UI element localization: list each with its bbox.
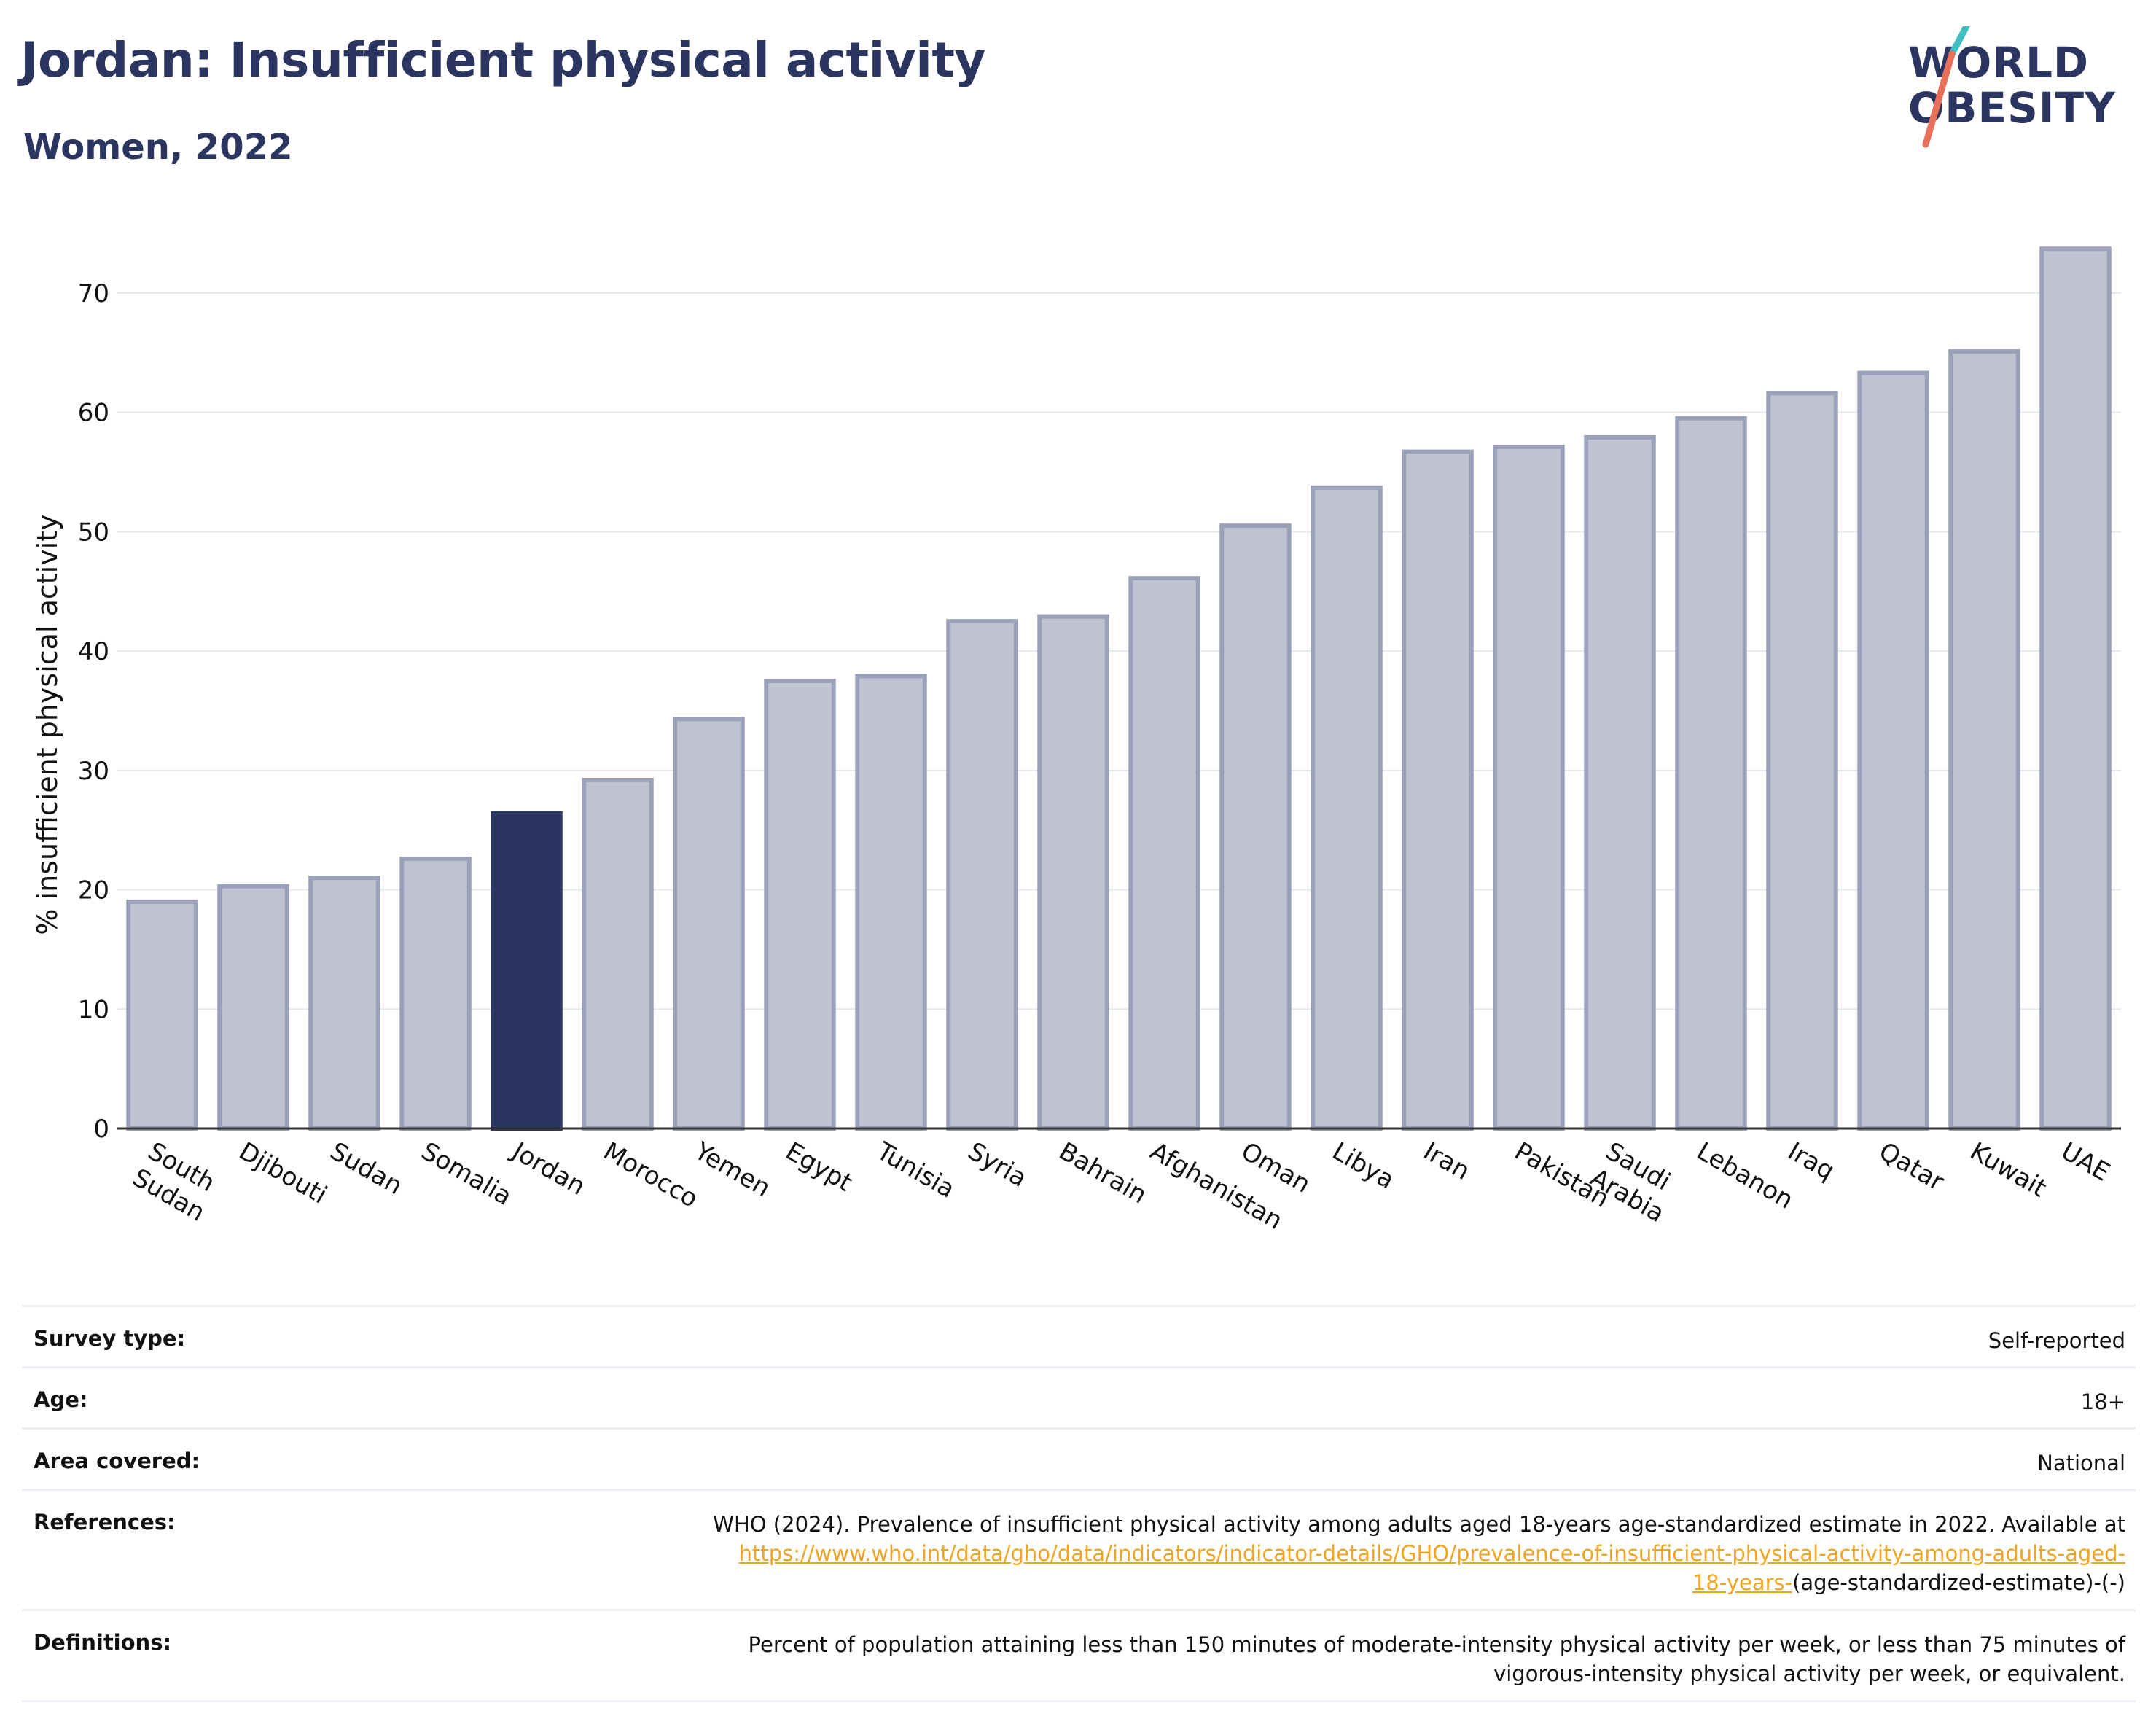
x-tick-label: Somalia	[416, 1136, 517, 1212]
bar-south-sudan	[126, 899, 198, 1131]
bar-sudan	[308, 876, 380, 1131]
bar-libya	[1311, 485, 1383, 1131]
bar-qatar	[1857, 370, 1929, 1131]
bar-uae	[2039, 246, 2112, 1131]
y-tick-label: 30	[78, 757, 109, 786]
x-tick-label: Yemen	[689, 1136, 776, 1204]
definitions-value: Percent of population attaining less tha…	[749, 1630, 2125, 1688]
references-row: References: WHO (2024). Prevalence of in…	[22, 1489, 2136, 1609]
x-tick-label: Tunisia	[871, 1136, 959, 1204]
y-axis-ticks: 0 10 20 30 40 50 60 70	[78, 279, 109, 1144]
bar-iran	[1402, 449, 1474, 1131]
references-label: References:	[34, 1510, 176, 1535]
area-covered-value: National	[2037, 1451, 2125, 1475]
references-link[interactable]: https://www.who.int/data/gho/data/indica…	[739, 1541, 2125, 1595]
y-axis-title: % insufficient physical activity	[31, 514, 63, 935]
definitions-row: Definitions: Percent of population attai…	[22, 1609, 2136, 1702]
x-tick-label: Syria	[963, 1136, 1031, 1193]
x-tick-label: Iran	[1418, 1136, 1475, 1186]
references-suffix: (age-standardized-estimate)-(-)	[1792, 1570, 2125, 1595]
chart-subtitle: Women, 2022	[23, 127, 293, 168]
survey-type-value: Self-reported	[1988, 1328, 2125, 1353]
y-tick-label: 40	[78, 637, 109, 666]
bar-somalia	[399, 856, 472, 1131]
bar-yemen	[673, 717, 745, 1131]
x-tick-label: SouthSudan	[128, 1136, 225, 1228]
bar-iraq	[1766, 391, 1838, 1131]
bar-kuwait	[1948, 349, 2020, 1131]
definitions-line2: vigorous-intensity physical activity per…	[1493, 1661, 2125, 1686]
world-obesity-logo: WORLD OBESITY	[1866, 26, 2156, 157]
x-tick-label: Libya	[1327, 1136, 1399, 1195]
bar-lebanon	[1675, 416, 1747, 1131]
bars	[126, 246, 2112, 1131]
survey-type-row: Survey type: Self-reported	[22, 1305, 2136, 1366]
x-tick-label: Kuwait	[1965, 1136, 2051, 1203]
x-tick-label: Lebanon	[1692, 1136, 1798, 1214]
x-tick-label: Qatar	[1874, 1136, 1949, 1197]
references-text: WHO (2024). Prevalence of insufficient p…	[713, 1512, 2125, 1537]
y-tick-label: 0	[93, 1115, 109, 1144]
logo-slash-icon	[1922, 26, 1970, 148]
bar-djibouti	[217, 884, 289, 1131]
age-label: Age:	[34, 1387, 88, 1412]
age-row: Age: 18+	[22, 1366, 2136, 1427]
bar-morocco	[582, 777, 654, 1131]
references-link-line2[interactable]: 18-years-	[1692, 1570, 1793, 1595]
bar-oman	[1219, 523, 1292, 1131]
age-value: 18+	[2080, 1389, 2125, 1414]
area-covered-label: Area covered:	[34, 1449, 200, 1473]
area-covered-row: Area covered: National	[22, 1427, 2136, 1489]
y-tick-label: 10	[78, 995, 109, 1024]
references-link-line1[interactable]: https://www.who.int/data/gho/data/indica…	[738, 1541, 2125, 1566]
x-tick-label: Djibouti	[234, 1136, 332, 1210]
definitions-line1: Percent of population attaining less tha…	[748, 1632, 2125, 1657]
x-tick-label: UAE	[2056, 1136, 2114, 1187]
bar-saudi-arabia	[1584, 434, 1656, 1131]
references-value: WHO (2024). Prevalence of insufficient p…	[713, 1510, 2125, 1597]
x-tick-label: Sudan	[325, 1136, 407, 1201]
survey-type-label: Survey type:	[34, 1326, 186, 1351]
x-tick-label: Bahrain	[1054, 1136, 1152, 1209]
bar-afghanistan	[1128, 576, 1200, 1131]
y-tick-label: 60	[78, 399, 109, 428]
bar-egypt	[764, 679, 836, 1131]
y-tick-label: 20	[78, 876, 109, 905]
y-tick-label: 50	[78, 518, 109, 547]
x-tick-label: SaudiArabia	[1585, 1136, 1684, 1228]
y-tick-label: 70	[78, 279, 109, 308]
metadata-table: Survey type: Self-reported Age: 18+ Area…	[22, 1305, 2136, 1702]
x-tick-label: Jordan	[506, 1136, 590, 1201]
bar-syria	[946, 619, 1018, 1131]
logo-word-world: WORLD	[1908, 38, 2090, 87]
x-tick-label: Egypt	[781, 1136, 857, 1198]
bar-tunisia	[855, 674, 927, 1131]
x-tick-label: Morocco	[598, 1136, 703, 1214]
x-tick-label: Iraq	[1783, 1136, 1840, 1186]
definitions-label: Definitions:	[34, 1630, 172, 1655]
bar-pakistan	[1493, 445, 1565, 1131]
chart-title: Jordan: Insufficient physical activity	[20, 32, 985, 88]
bar-bahrain	[1037, 614, 1109, 1131]
bar-jordan	[491, 811, 563, 1131]
